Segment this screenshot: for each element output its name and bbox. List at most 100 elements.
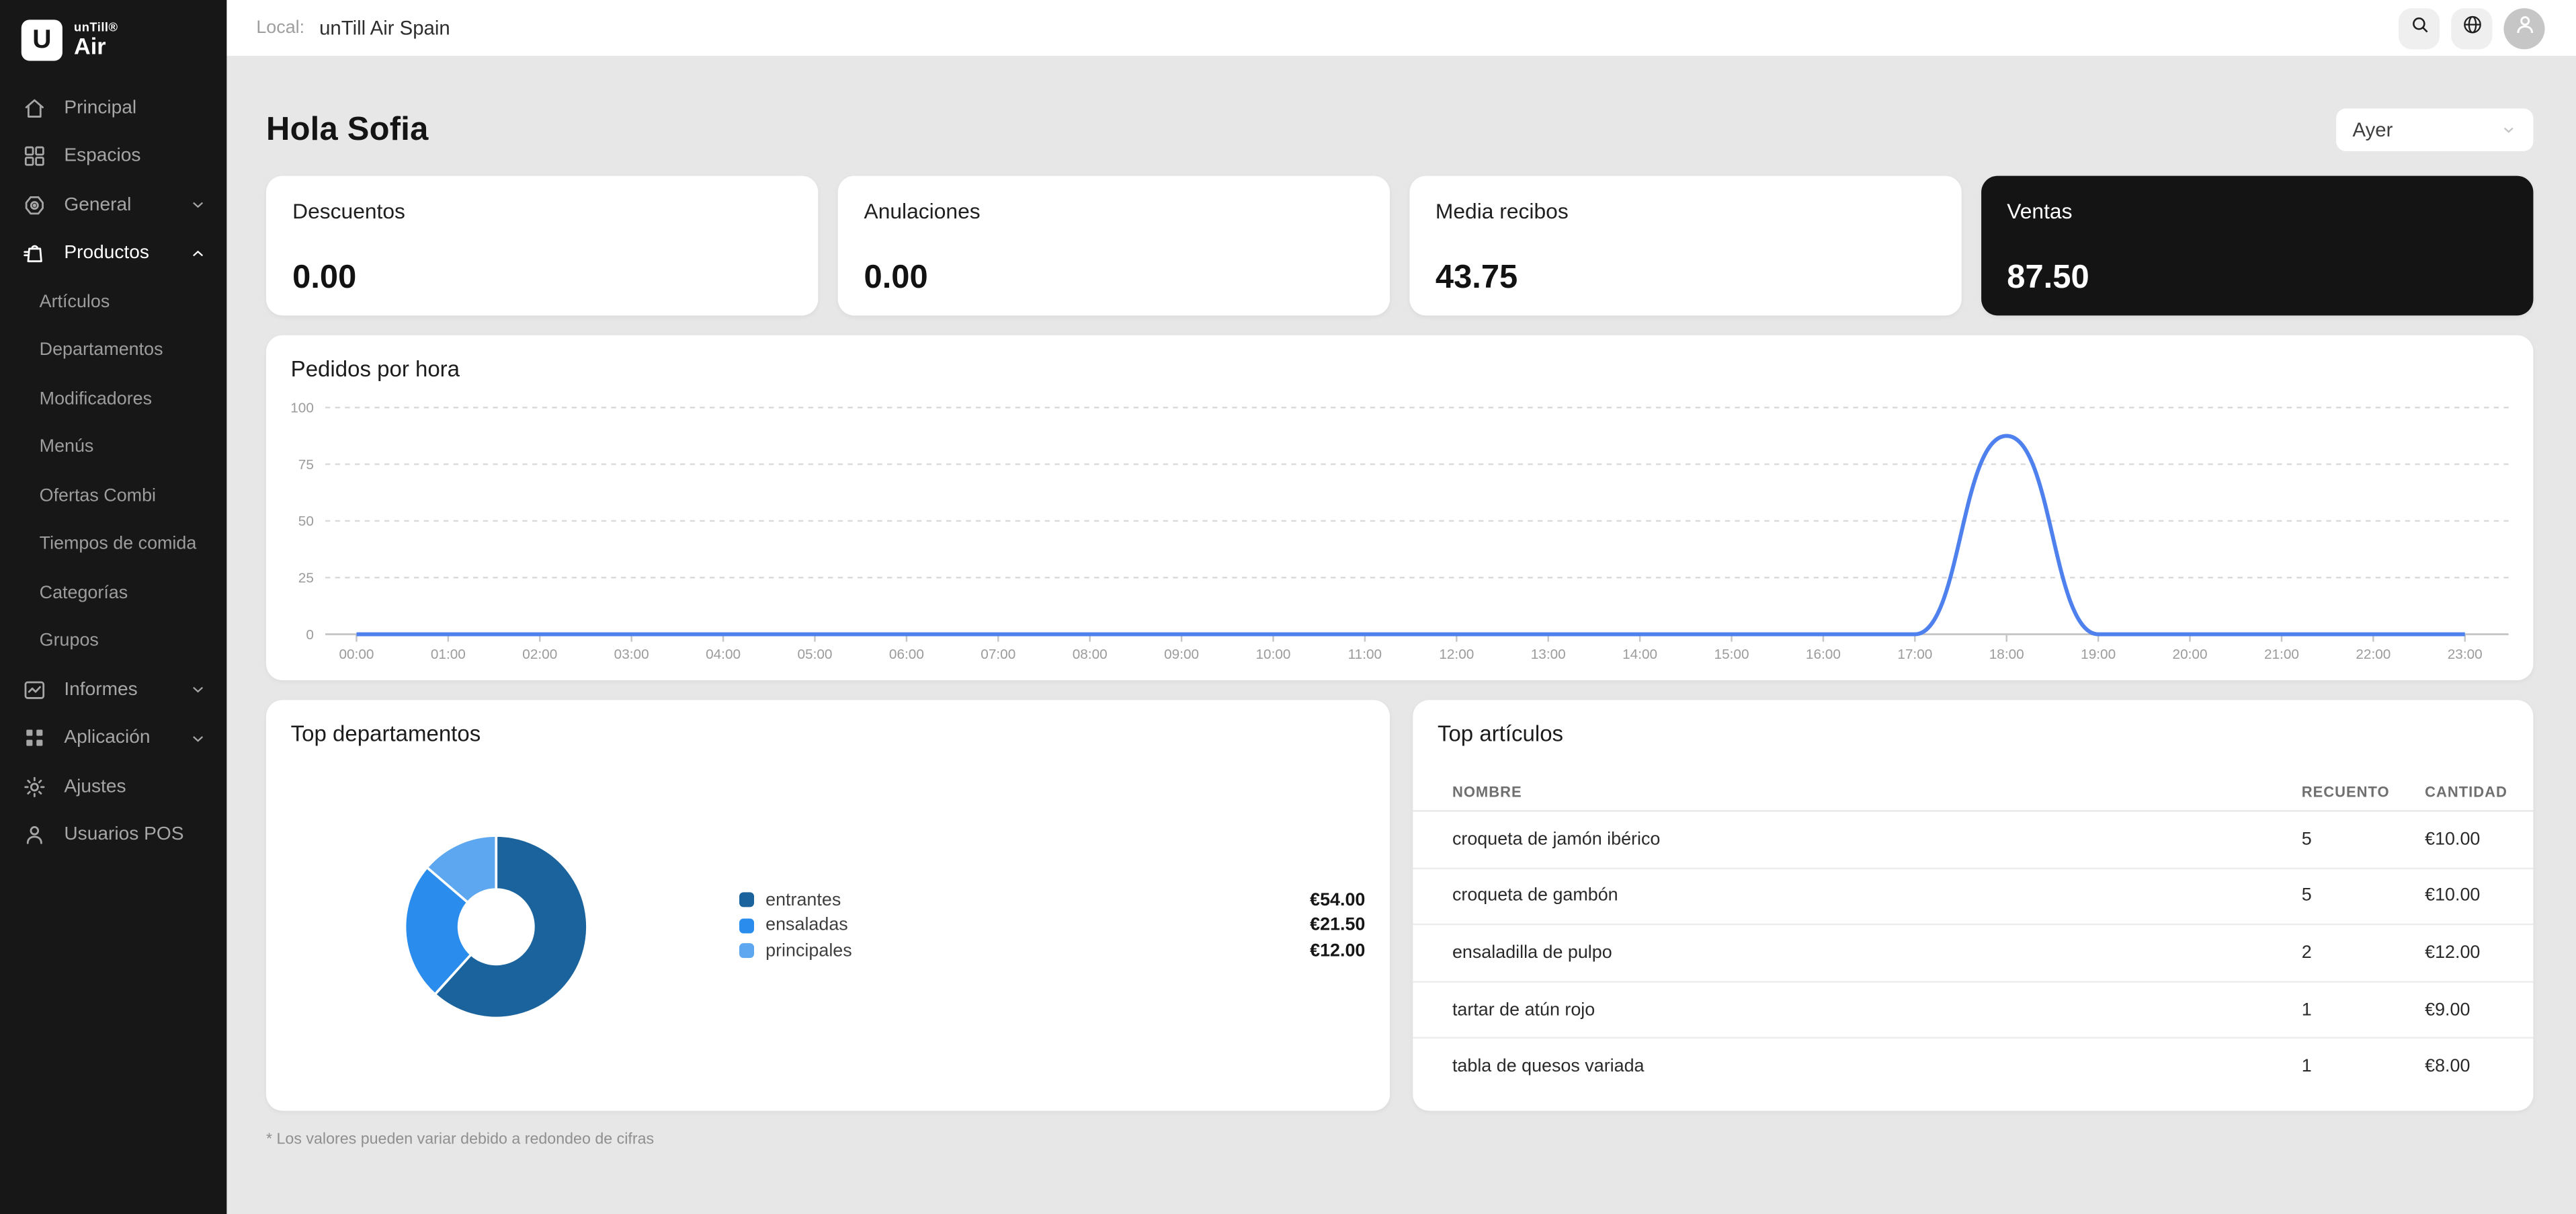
- table-row: tartar de atún rojo 1 €9.00: [1413, 982, 2534, 1039]
- svg-text:09:00: 09:00: [1164, 647, 1199, 662]
- sidebar-item-label: General: [64, 195, 132, 215]
- legend-value: €21.50: [1310, 916, 1366, 936]
- svg-text:00:00: 00:00: [339, 647, 374, 662]
- stat-card-value: 0.00: [292, 259, 357, 296]
- chevron-down-icon: [189, 196, 207, 214]
- sidebar-item-espacios[interactable]: Espacios: [0, 132, 226, 181]
- sidebar-item-productos[interactable]: Productos: [0, 229, 226, 278]
- svg-text:14:00: 14:00: [1622, 647, 1657, 662]
- stat-card-label: Anulaciones: [864, 198, 981, 224]
- svg-text:19:00: 19:00: [2081, 647, 2116, 662]
- page-title: Hola Sofia: [266, 111, 429, 147]
- donut-slice-entrantes: [433, 834, 589, 1020]
- stat-card-anulaciones: Anulaciones 0.00: [837, 175, 1390, 316]
- svg-text:16:00: 16:00: [1806, 647, 1841, 662]
- svg-text:10:00: 10:00: [1256, 647, 1291, 662]
- footnote: * Los valores pueden variar debido a red…: [266, 1130, 655, 1149]
- legend-item-ensaladas: ensaladas €21.50: [739, 913, 1365, 938]
- table-row: croqueta de jamón ibérico 5 €10.00: [1413, 812, 2534, 869]
- page-head: Hola Sofia Ayer: [266, 105, 2534, 154]
- article-amount: €10.00: [2425, 886, 2481, 906]
- stat-card-value: 0.00: [864, 259, 928, 296]
- stat-cards-row: Descuentos 0.00 Anulaciones 0.00 Media recib…: [266, 175, 2534, 316]
- article-amount: €12.00: [2425, 943, 2481, 963]
- svg-text:25: 25: [298, 571, 314, 586]
- sidebar-subitem-ofertas-combi[interactable]: Ofertas Combi: [39, 485, 157, 506]
- sidebar-subitem-grupos[interactable]: Grupos: [39, 631, 99, 651]
- legend-item-entrantes: entrantes €54.00: [739, 887, 1365, 913]
- topbar-actions: [2398, 7, 2545, 49]
- column-header-recuento: RECUENTO: [2301, 782, 2390, 800]
- legend-value: €54.00: [1310, 890, 1366, 910]
- sidebar-item-label: Usuarios POS: [64, 825, 184, 846]
- sidebar-subitem-modificadores[interactable]: Modificadores: [39, 389, 153, 409]
- table-body: croqueta de jamón ibérico 5 €10.00 croqueta…: [1413, 812, 2534, 1094]
- donut-slice-ensaladas: [403, 866, 472, 996]
- column-header-cantidad: CANTIDAD: [2425, 782, 2507, 800]
- sidebar-subitem-tiempos-de-comida[interactable]: Tiempos de comida: [39, 534, 197, 555]
- article-count: 2: [2301, 943, 2312, 963]
- legend-label: entrantes: [765, 890, 841, 910]
- svg-text:02:00: 02:00: [522, 647, 557, 662]
- table-row: croqueta de gambón 5 €10.00: [1413, 868, 2534, 926]
- svg-text:03:00: 03:00: [614, 647, 649, 662]
- sidebar-item-aplicacion[interactable]: Aplicación: [0, 714, 226, 762]
- article-name: ensaladilla de pulpo: [1452, 943, 1612, 963]
- sidebar-nav: Principal Espacios General Productos Artícul…: [0, 84, 226, 860]
- legend-value: €12.00: [1310, 941, 1366, 961]
- language-button[interactable]: [2451, 7, 2493, 49]
- sidebar-item-usuarios-pos[interactable]: Usuarios POS: [0, 811, 226, 859]
- article-count: 5: [2301, 886, 2312, 906]
- top-articles-card: Top artículos NOMBRE RECUENTO CANTIDAD cro…: [1413, 700, 2534, 1111]
- stat-card-value: 87.50: [2007, 259, 2089, 296]
- local-value[interactable]: unTill Air Spain: [319, 16, 450, 40]
- chart-icon: [22, 677, 48, 703]
- sidebar-item-principal[interactable]: Principal: [0, 84, 226, 132]
- table-row: tabla de quesos variada 1 €8.00: [1413, 1039, 2533, 1094]
- search-button[interactable]: [2398, 7, 2440, 49]
- chevron-down-icon: [189, 729, 207, 747]
- stat-card-value: 43.75: [1435, 259, 1518, 296]
- legend-label: ensaladas: [765, 916, 848, 936]
- svg-text:23:00: 23:00: [2448, 647, 2483, 662]
- period-select[interactable]: Ayer: [2336, 108, 2534, 151]
- sidebar-subitem-menus[interactable]: Menús: [39, 437, 94, 458]
- sidebar-subitem-categorias[interactable]: Categorías: [39, 583, 128, 603]
- orders-chart-title: Pedidos por hora: [290, 356, 460, 382]
- svg-text:75: 75: [298, 457, 314, 473]
- top-departments-title: Top departamentos: [290, 721, 481, 746]
- svg-text:06:00: 06:00: [889, 647, 924, 662]
- svg-text:05:00: 05:00: [797, 647, 832, 662]
- sidebar-subitem-departamentos[interactable]: Departamentos: [39, 340, 163, 360]
- article-name: tabla de quesos variada: [1452, 1057, 1645, 1077]
- svg-text:22:00: 22:00: [2356, 647, 2391, 662]
- sidebar-item-ajustes[interactable]: Ajustes: [0, 762, 226, 811]
- stat-card-label: Descuentos: [292, 198, 405, 224]
- article-amount: €10.00: [2425, 829, 2481, 850]
- svg-text:18:00: 18:00: [1989, 647, 2024, 662]
- svg-text:11:00: 11:00: [1348, 647, 1382, 662]
- article-name: tartar de atún rojo: [1452, 1000, 1595, 1020]
- apps-icon: [22, 725, 48, 752]
- top-departments-card: Top departamentos entrantes €54.00 ensalad…: [266, 700, 1390, 1111]
- svg-text:0: 0: [306, 627, 314, 643]
- donut-slice-principales: [425, 834, 498, 904]
- sidebar-item-informes[interactable]: Informes: [0, 665, 226, 714]
- gear-icon: [22, 774, 48, 800]
- stat-card-ventas: Ventas 87.50: [1981, 175, 2534, 316]
- topbar: Local: unTill Air Spain: [226, 0, 2576, 56]
- user-avatar[interactable]: [2503, 7, 2545, 49]
- stat-card-descuentos: Descuentos 0.00: [266, 175, 819, 316]
- legend-marker: [739, 918, 755, 933]
- globe-icon: [2460, 12, 2483, 43]
- svg-text:01:00: 01:00: [431, 647, 466, 662]
- sidebar-item-general[interactable]: General: [0, 181, 226, 229]
- svg-text:15:00: 15:00: [1714, 647, 1749, 662]
- article-name: croqueta de gambón: [1452, 886, 1618, 906]
- sidebar-subitem-articulos[interactable]: Artículos: [39, 292, 110, 312]
- brand-name-bottom: Air: [74, 33, 106, 60]
- svg-text:08:00: 08:00: [1073, 647, 1108, 662]
- article-amount: €9.00: [2425, 1000, 2470, 1020]
- stat-card-label: Ventas: [2007, 198, 2073, 224]
